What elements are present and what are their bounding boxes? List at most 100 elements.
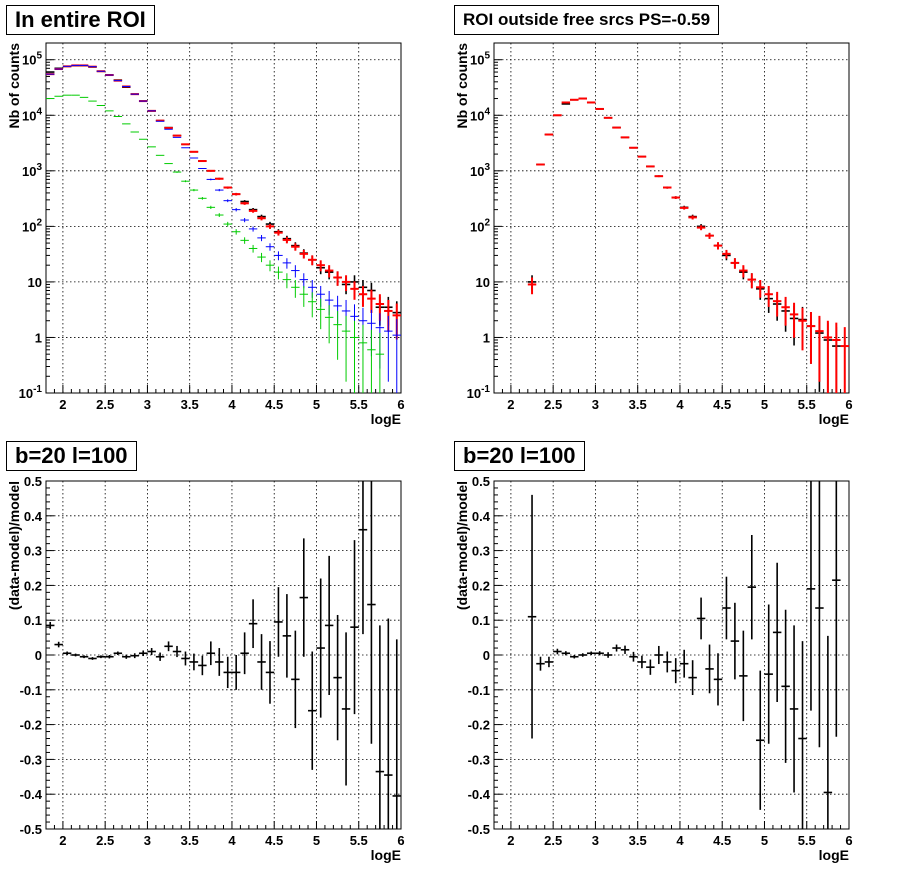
- data-point: [392, 319, 401, 393]
- x-tick-label: 3: [592, 833, 599, 848]
- data-point: [257, 634, 266, 690]
- plot-top-right: 2 2.5 3 3.5 4 4.5 5 5.5 6 10-1 1 10 102 103 104 105 logE…: [454, 42, 853, 427]
- data-point: [713, 653, 723, 706]
- data-point: [54, 641, 63, 648]
- series-comp_blue: [46, 64, 401, 393]
- data-point: [696, 225, 706, 231]
- y-tick-label: 10-1: [19, 384, 43, 401]
- x-tick-label: 2: [59, 833, 66, 848]
- data-point: [316, 578, 325, 718]
- data-point: [789, 625, 799, 793]
- grid-top-left: [46, 43, 402, 394]
- series-residual: [46, 481, 401, 829]
- x-tick-label: 6: [845, 397, 852, 412]
- data-point: [215, 648, 224, 676]
- plot-top-left: 2 2.5 3 3.5 4 4.5 5 5.5 6 10-1 1 10 102 103 104 105 logE…: [6, 42, 405, 427]
- y-tick-label: -0.2: [20, 718, 42, 733]
- data-point: [806, 312, 816, 364]
- y-tick-label: -0.4: [468, 787, 491, 802]
- data-point: [299, 249, 309, 259]
- data-point: [772, 562, 782, 702]
- data-point: [586, 651, 596, 655]
- data-point: [240, 237, 249, 244]
- series-model: [46, 64, 401, 340]
- y-tick-label: -0.1: [468, 683, 490, 698]
- chart-title-top-left: In entire ROI: [6, 5, 155, 35]
- x-tick-label: 4.5: [265, 833, 283, 848]
- data-point: [367, 289, 376, 313]
- data-point: [756, 279, 765, 298]
- x-tick-label: 2.5: [544, 397, 562, 412]
- data-point: [679, 206, 689, 210]
- data-point: [206, 169, 216, 172]
- data-point: [646, 659, 655, 675]
- y-axis-label: Nb of counts: [6, 43, 22, 129]
- data-point: [806, 481, 816, 711]
- x-tick-label: 5: [761, 833, 768, 848]
- data-point: [215, 188, 224, 192]
- data-point: [722, 576, 731, 640]
- data-point: [350, 281, 359, 300]
- data-point: [688, 660, 697, 696]
- data-point: [713, 242, 723, 250]
- y-tick-label: 105: [470, 51, 490, 68]
- data-point: [223, 199, 232, 203]
- data-point: [113, 651, 123, 655]
- x-tick-label: 4.5: [265, 397, 283, 412]
- series-model: [527, 97, 849, 393]
- data-point: [358, 481, 368, 635]
- data-point: [299, 285, 309, 307]
- plot-bottom-left: 2 2.5 3 3.5 4 4.5 5 5.5 6 -0.5 -0.4 -0.3 -0.2 -0.1 0 0.…: [6, 474, 405, 863]
- y-tick-label: 0.5: [472, 474, 490, 489]
- data-point: [274, 251, 283, 261]
- x-tick-label: 6: [845, 833, 852, 848]
- data-point: [265, 243, 275, 251]
- data-point: [367, 481, 376, 744]
- x-tick-label: 5: [313, 397, 320, 412]
- data-point: [265, 224, 275, 229]
- data-point: [544, 656, 554, 668]
- y-tick-label: 0.3: [24, 544, 42, 559]
- data-point: [333, 271, 342, 286]
- data-point: [79, 655, 89, 659]
- data-point: [206, 641, 216, 666]
- data-point: [739, 630, 748, 722]
- x-tick-label: 2.5: [544, 833, 562, 848]
- x-tick-label: 3.5: [629, 397, 647, 412]
- data-point: [299, 273, 309, 289]
- data-point: [823, 320, 833, 393]
- data-point: [248, 209, 258, 213]
- data-point: [789, 302, 799, 338]
- data-point: [756, 670, 765, 810]
- data-point: [553, 648, 562, 655]
- data-point: [206, 178, 216, 181]
- data-point: [189, 188, 199, 192]
- data-point: [181, 651, 190, 666]
- data-point: [164, 641, 173, 652]
- data-point: [198, 196, 207, 200]
- data-point: [815, 481, 824, 748]
- grid-top-right: [494, 43, 850, 394]
- x-tick-label: 5: [761, 397, 768, 412]
- y-tick-label: 0.4: [472, 509, 491, 524]
- data-point: [215, 213, 224, 218]
- data-point: [324, 305, 334, 344]
- data-point: [189, 653, 199, 671]
- x-tick-label: 3.5: [629, 833, 647, 848]
- data-point: [88, 657, 97, 660]
- y-tick-label: 0: [35, 648, 42, 663]
- x-tick-label: 2: [507, 833, 514, 848]
- data-point: [747, 534, 757, 640]
- y-tick-label: 0.2: [24, 578, 42, 593]
- data-point: [223, 186, 232, 189]
- data-point: [629, 651, 638, 662]
- data-point: [679, 649, 689, 678]
- data-point: [231, 207, 241, 212]
- y-tick-label: 105: [22, 51, 42, 68]
- data-point: [832, 322, 841, 393]
- y-tick-label: 102: [470, 217, 490, 234]
- data-point: [350, 540, 359, 715]
- x-tick-label: 3: [592, 397, 599, 412]
- y-tick-label: 0: [483, 648, 490, 663]
- grid-bottom-right: [494, 480, 850, 830]
